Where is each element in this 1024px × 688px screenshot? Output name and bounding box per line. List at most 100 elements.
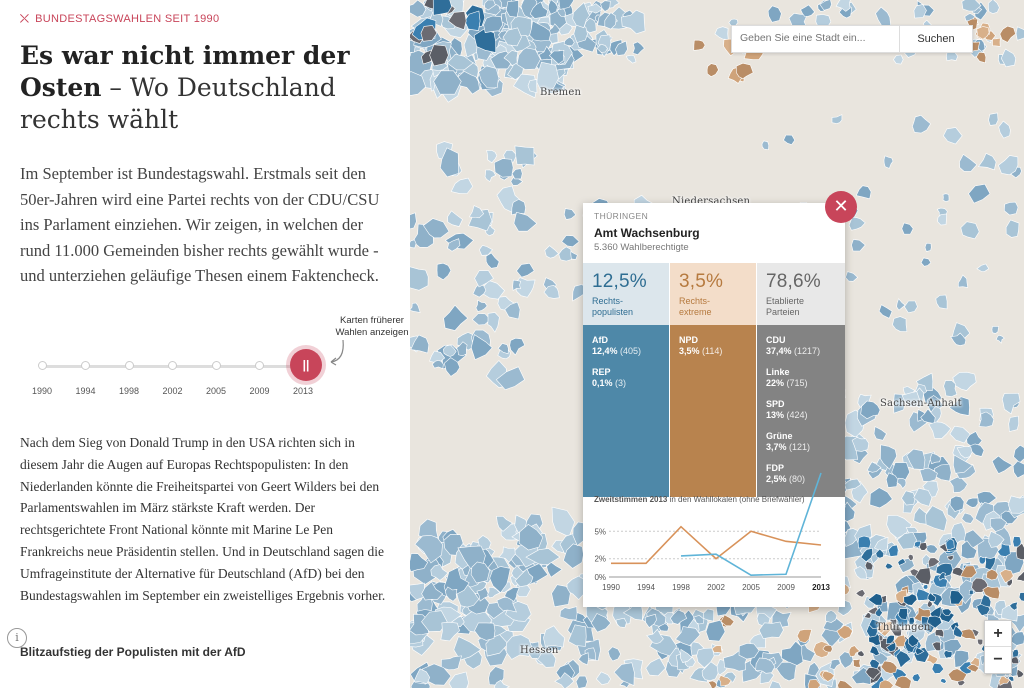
timeline-year-2013[interactable]: 2013 [292, 386, 314, 396]
municipality-region[interactable] [410, 141, 538, 391]
x-icon: ⤬ [20, 13, 30, 25]
chart-title-bold: Zweitstimmen 2013 [594, 495, 668, 504]
timeline-year-1998[interactable]: 1998 [118, 386, 140, 396]
timeline-year-1990[interactable]: 1990 [31, 386, 53, 396]
result-header: 78,6% Etablierte Parteien [757, 263, 845, 325]
party-result: 22% (715) [766, 378, 808, 389]
city-label-thueringen: Thüringen [876, 622, 931, 633]
party-entry: REP 0,1% (3) [592, 367, 626, 389]
city-search: Suchen [731, 25, 973, 53]
zoom-in-button[interactable]: + [985, 621, 1011, 647]
party-count: (715) [786, 378, 808, 388]
party-list: AfD 12,4% (405) REP 0,1% (3) [583, 325, 669, 497]
search-button[interactable]: Suchen [899, 26, 972, 52]
party-entry: Grüne 3,7% (121) [766, 431, 810, 453]
party-percent: 0,1% [592, 378, 613, 388]
municipality-popup: THÜRINGEN Amt Wachsenburg 5.360 Wahlbere… [583, 191, 857, 607]
body-text: Nach dem Sieg von Donald Trump in den US… [20, 435, 386, 603]
close-icon[interactable]: ✕ [825, 191, 857, 223]
party-list: CDU 37,4% (1217) Linke 22% (715) SPD 13% (424… [757, 325, 845, 497]
x-tick-label: 2005 [742, 583, 760, 592]
result-header: 12,5% Rechts-populisten [583, 263, 669, 325]
party-result: 3,7% (121) [766, 442, 810, 453]
caption-line: populisten [592, 307, 634, 317]
result-percent: 12,5% [592, 271, 647, 292]
timeline-year-2009[interactable]: 2009 [249, 386, 270, 396]
result-column-1: 3,5% Rechts-extreme NPD 3,5% (114) [670, 263, 756, 497]
page-title: Es war nicht immer der Osten – Wo Deutsc… [20, 40, 400, 136]
party-name: REP [592, 367, 611, 377]
party-result: 2,5% (80) [766, 474, 805, 485]
party-result: 0,1% (3) [592, 378, 626, 389]
x-tick-label: 1998 [672, 583, 690, 592]
party-count: (3) [615, 378, 627, 388]
caption-line: Parteien [766, 307, 800, 317]
municipality-region[interactable] [866, 590, 964, 670]
caption-line: Rechts- [592, 296, 624, 306]
city-label-bremen: Bremen [540, 87, 582, 98]
municipality-region[interactable] [483, 0, 646, 70]
timeline-dot-2009[interactable] [255, 361, 264, 370]
x-tick-label: 2013 [812, 583, 830, 592]
party-result: 37,4% (1217) [766, 346, 820, 357]
party-name: FDP [766, 463, 784, 473]
timeline-dot-1998[interactable] [124, 361, 134, 370]
x-tick-label: 1994 [637, 583, 655, 592]
zoom-out-button[interactable]: − [993, 651, 1003, 668]
x-tick-label: 2009 [777, 583, 795, 592]
municipality-region[interactable] [410, 506, 601, 688]
party-count: (121) [789, 442, 811, 452]
timeline-dot-1990[interactable] [37, 361, 47, 370]
chart-title-rest: in den Wahllokalen (ohne Briefwähler) [667, 495, 805, 504]
section-heading: Blitzaufstieg der Populisten mit der AfD [20, 645, 246, 659]
chart-title: Zweitstimmen 2013 in den Wahllokalen (oh… [594, 495, 804, 504]
timeline-hint: Karten früherer Wahlen anzeigen [335, 315, 409, 338]
municipality-region[interactable] [966, 16, 1016, 64]
party-name: Grüne [766, 431, 793, 441]
party-name: CDU [766, 335, 786, 345]
y-tick-label: 2% [594, 555, 606, 564]
x-tick-label: 2002 [707, 583, 725, 592]
close-glyph: ✕ [833, 196, 849, 216]
party-percent: 22% [766, 378, 785, 388]
municipality-region[interactable] [757, 112, 1022, 346]
timeline-dot-2002[interactable] [168, 361, 177, 370]
party-entry: NPD 3,5% (114) [679, 335, 722, 357]
history-line-chart: 0% 2% 5% 1990 1994 1998 2002 2005 2009 2013 [594, 472, 830, 592]
timeline-year-2002[interactable]: 2002 [162, 386, 183, 396]
caption-line: extreme [679, 307, 712, 317]
play-pause-button[interactable]: || [290, 349, 322, 381]
y-tick-label: 5% [594, 527, 606, 536]
y-tick-label: 0% [594, 573, 606, 582]
party-list: NPD 3,5% (114) [670, 325, 756, 497]
result-percent: 3,5% [679, 271, 724, 292]
result-column-2: 78,6% Etablierte Parteien CDU 37,4% (1217) Li… [757, 263, 845, 497]
party-entry: Linke 22% (715) [766, 367, 808, 389]
municipality-map[interactable] [410, 0, 1024, 688]
municipality-region[interactable] [827, 371, 1024, 527]
party-count: (405) [620, 346, 642, 356]
party-name: SPD [766, 399, 785, 409]
party-percent: 12,4% [592, 346, 618, 356]
party-percent: 37,4% [766, 346, 792, 356]
timeline-dot-2005[interactable] [211, 361, 221, 370]
timeline-track [42, 365, 314, 368]
party-result: 12,4% (405) [592, 346, 641, 357]
timeline-dot-1994[interactable] [81, 361, 90, 370]
intro-text: Im September ist Bundestagswahl. Erstmal… [20, 164, 380, 285]
popup-state: THÜRINGEN [594, 211, 649, 221]
kicker-text: BUNDESTAGSWAHLEN SEIT 1990 [35, 13, 220, 25]
title-bold: Es war nicht immer der Osten [20, 41, 350, 102]
result-percent: 78,6% [766, 271, 821, 292]
year-timeline[interactable]: || 1990 1994 1998 2002 2005 2009 2013 [20, 349, 340, 402]
series-line-0 [611, 525, 822, 565]
info-icon[interactable]: i [7, 628, 27, 648]
party-count: (424) [786, 410, 808, 420]
story-panel: ⤬ BUNDESTAGSWAHLEN SEIT 1990 Es war nicht… [0, 0, 410, 688]
timeline-year-1994[interactable]: 1994 [75, 386, 96, 396]
search-input[interactable] [732, 26, 906, 50]
popup-municipality-name: Amt Wachsenburg [594, 226, 700, 240]
municipality-region[interactable] [410, 0, 496, 67]
party-entry: AfD 12,4% (405) [592, 335, 641, 357]
timeline-year-2005[interactable]: 2005 [205, 386, 227, 396]
